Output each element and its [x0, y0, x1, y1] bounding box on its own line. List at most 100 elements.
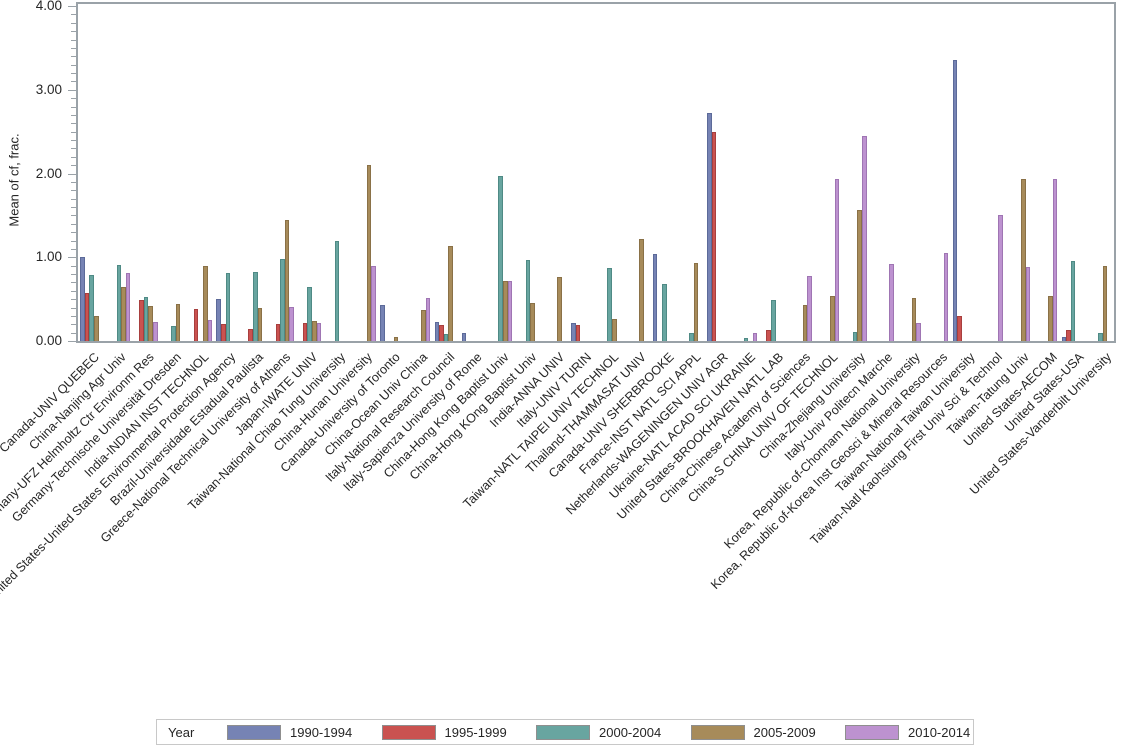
- bar-slot: [807, 275, 813, 341]
- bar-1990-1994: [380, 305, 385, 341]
- y-tick-label: 1.00: [35, 249, 62, 265]
- bar-2010-2014: [207, 320, 213, 341]
- bar-slot: [570, 322, 576, 341]
- bar-group: [460, 4, 487, 341]
- bar-slot: [861, 135, 867, 341]
- bar-slot: [1052, 179, 1058, 341]
- y-minor-tick: [71, 232, 76, 234]
- y-tick-label: 4.00: [35, 0, 62, 13]
- bar-slot: [661, 284, 667, 341]
- bar-slot: [443, 334, 449, 341]
- bar-slot: [911, 298, 917, 341]
- bar-1995-1999: [302, 323, 308, 341]
- bar-slot: [611, 319, 617, 341]
- bar-2010-2014: [998, 214, 1003, 341]
- bar-group: [651, 4, 678, 341]
- y-minor-tick: [71, 274, 76, 275]
- bar-2005-2009: [911, 298, 917, 341]
- bar-slot: [461, 332, 467, 341]
- bar-slot: [652, 253, 658, 341]
- bar-group: [242, 4, 269, 341]
- bar-2005-2009: [93, 315, 99, 341]
- y-minor-tick: [71, 282, 76, 284]
- bar-2010-2014: [289, 306, 294, 341]
- bar-1990-1994: [461, 332, 467, 341]
- bar-slot: [1070, 261, 1076, 341]
- bar-slot: [334, 241, 340, 341]
- bar-group: [732, 4, 759, 341]
- bar-slot: [302, 323, 308, 341]
- y-minor-tick: [71, 114, 76, 116]
- y-minor-tick: [71, 181, 76, 183]
- bar-2000-2004: [171, 325, 176, 341]
- bar-slot: [439, 325, 444, 341]
- legend-entry: 1990-1994: [227, 725, 352, 740]
- bar-slot: [421, 310, 426, 341]
- bar-slot: [852, 331, 858, 341]
- bar-2000-2004: [443, 334, 449, 341]
- y-minor-tick: [71, 240, 76, 242]
- bar-slot: [639, 238, 644, 341]
- bar-slot: [289, 306, 294, 341]
- y-minor-tick: [71, 56, 76, 58]
- y-major-tick: [68, 6, 76, 7]
- bar-2005-2009: [639, 238, 644, 341]
- bar-slot: [221, 324, 226, 341]
- bar-1995-1999: [957, 315, 962, 341]
- bar-2000-2004: [689, 333, 694, 341]
- bars-container: [78, 4, 1114, 341]
- y-minor-tick: [71, 156, 76, 158]
- bar-2000-2004: [525, 259, 531, 341]
- bar-slot: [252, 271, 258, 341]
- bar-2005-2009: [857, 210, 862, 341]
- bar-group: [569, 4, 596, 341]
- bar-2005-2009: [148, 305, 154, 341]
- bar-2005-2009: [448, 246, 453, 341]
- bar-group: [78, 4, 105, 341]
- bar-1995-1999: [575, 325, 581, 341]
- bar-slot: [116, 264, 122, 341]
- bar-slot: [957, 315, 962, 341]
- bar-slot: [80, 257, 85, 341]
- bar-2010-2014: [752, 332, 758, 341]
- legend-swatch-1990-1994: [227, 725, 281, 740]
- bar-slot: [393, 336, 399, 341]
- bar-2000-2004: [143, 296, 149, 341]
- bar-2005-2009: [257, 307, 263, 341]
- legend-label: 2005-2009: [753, 725, 816, 740]
- bar-group: [351, 4, 378, 341]
- bar-slot: [153, 321, 158, 341]
- y-major-tick: [68, 341, 76, 342]
- bar-slot: [1025, 267, 1031, 341]
- bar-2010-2014: [861, 135, 867, 341]
- bar-2010-2014: [425, 298, 431, 341]
- bar-slot: [766, 330, 771, 341]
- bar-slot: [1061, 336, 1067, 341]
- bar-group: [978, 4, 1005, 341]
- y-minor-tick: [71, 98, 76, 100]
- bar-2000-2004: [280, 258, 285, 341]
- bar-slot: [498, 176, 503, 341]
- bar-group: [760, 4, 787, 341]
- bar-1995-1999: [248, 329, 253, 341]
- y-minor-tick: [71, 22, 76, 24]
- legend-entry: 2000-2004: [536, 725, 661, 740]
- y-major-tick: [68, 257, 76, 259]
- bar-slot: [507, 280, 513, 341]
- bar-slot: [1066, 330, 1071, 341]
- bar-2010-2014: [153, 321, 158, 341]
- bar-group: [105, 4, 132, 341]
- bar-2000-2004: [225, 273, 231, 341]
- bar-slot: [171, 325, 176, 341]
- bar-group: [296, 4, 323, 341]
- bar-2010-2014: [834, 179, 840, 341]
- legend-swatch-2000-2004: [536, 725, 590, 740]
- bar-2000-2004: [307, 287, 313, 341]
- bar-1990-1994: [1061, 336, 1067, 341]
- bar-2000-2004: [89, 274, 94, 341]
- bar-2010-2014: [1052, 179, 1058, 341]
- bar-2005-2009: [1048, 295, 1053, 341]
- bar-2010-2014: [889, 263, 894, 341]
- bar-slot: [448, 246, 453, 341]
- bar-slot: [743, 337, 749, 341]
